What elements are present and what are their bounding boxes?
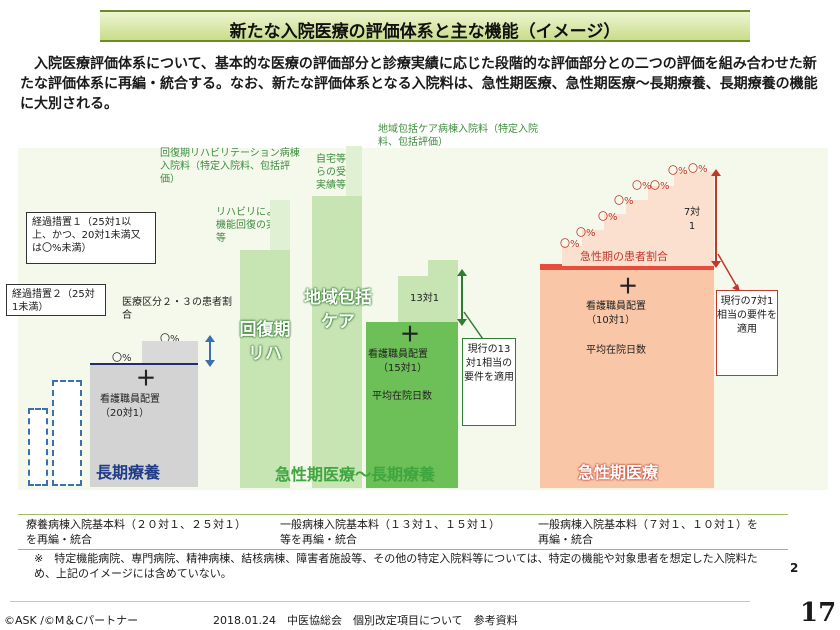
requirement-13-box: 現行の13対1相当の要件を適用 bbox=[462, 338, 516, 426]
footer-col-acute: 一般病棟入院基本料（７対１、１０対１）を再編・統合 bbox=[538, 518, 758, 546]
home-admission-note: 自宅等からの受入実績等 bbox=[316, 154, 356, 191]
acute-staffing-ratio: （10対1） bbox=[586, 315, 636, 326]
bottom-divider bbox=[10, 601, 750, 602]
footer-col-middle: 一般病棟入院基本料（１３対１、１５対１）等を再編・統合 bbox=[280, 518, 500, 546]
rehab-recovery-note: リハビリによる機能回復の実績等 bbox=[216, 207, 286, 244]
acute-pct-6: 〇% bbox=[650, 181, 670, 192]
middle-avg-stay-label: 平均在院日数 bbox=[372, 391, 432, 402]
middle-plus: ＋ bbox=[400, 322, 420, 346]
chiiki-big-label-1: 地域包括 bbox=[304, 288, 372, 308]
pct-top-label: 〇% bbox=[160, 334, 180, 345]
chiiki-column bbox=[312, 196, 362, 488]
ward13-main-block bbox=[366, 322, 458, 488]
longterm-plus: ＋ bbox=[136, 366, 156, 390]
footer-col-longterm: 療養病棟入院基本料（２０対１、２５対１）を再編・統合 bbox=[26, 518, 246, 546]
acute-category-label: 急性期医療 bbox=[578, 463, 659, 482]
ward13-step-top bbox=[428, 260, 458, 278]
footnote: ※ 特定機能病院、専門病院、精神病棟、結核病棟、障害者施設等、その他の特定入院料… bbox=[34, 552, 758, 580]
transition-measure-2-box: 経過措置２（25対1未満） bbox=[6, 284, 106, 316]
acute-pct-4: 〇% bbox=[614, 196, 634, 207]
requirement-7-box: 現行の7対1相当の要件を適用 bbox=[716, 290, 778, 376]
longterm-category-label: 長期療養 bbox=[96, 463, 161, 482]
intro-text: 入院医療評価体系について、基本的な医療の評価部分と診療実績に応じた段階的な評価部… bbox=[20, 56, 818, 112]
acute-pct-7: 〇% bbox=[668, 166, 688, 177]
acute-pct-2: 〇% bbox=[576, 228, 596, 239]
requirement-7-text: 現行の7対1相当の要件を適用 bbox=[717, 296, 777, 335]
acute-step-2 bbox=[582, 230, 714, 248]
measure-2-column bbox=[28, 408, 48, 486]
copyright-credit: ©ASK /©M＆Cパートナー bbox=[4, 614, 139, 627]
source-citation: 2018.01.24 中医協総会 個別改定項目について 参考資料 bbox=[213, 614, 518, 627]
page-title: 新たな入院医療の評価体系と主な機能（イメージ） bbox=[229, 22, 621, 42]
transition-measure-1-text: 経過措置１（25対1以上、かつ、20対1未満又は〇%未満） bbox=[32, 217, 141, 254]
acute-staffing-label: 看護職員配置 bbox=[586, 301, 646, 312]
kaifuku-rehab-note: 回復期リハビリテーション病棟入院料（特定入院料、包括評価） bbox=[160, 148, 300, 185]
ratio-7-label: 7対1 bbox=[683, 207, 701, 232]
title-bar: 新たな入院医療の評価体系と主な機能（イメージ） bbox=[100, 10, 750, 42]
acute-pct-8: 〇% bbox=[688, 164, 708, 175]
acute-pct-1: 〇% bbox=[560, 239, 580, 250]
kaifuku-big-label-2: リハ bbox=[248, 344, 282, 364]
acute-patient-ratio-label: 急性期の患者割合 bbox=[580, 250, 668, 263]
chiiki-big-label-2: ケア bbox=[321, 312, 355, 332]
acute-step-1 bbox=[562, 246, 714, 266]
kaifuku-step-top bbox=[270, 200, 290, 252]
chiiki-big-label: 地域包括 ケア bbox=[292, 286, 384, 334]
patient-ratio-label: 医療区分２・３の患者割合 bbox=[122, 297, 232, 321]
acute-pct-3: 〇% bbox=[598, 212, 618, 223]
middle-category-label: 急性期医療～長期療養 bbox=[274, 465, 435, 484]
acute-step-4 bbox=[626, 200, 714, 216]
footer-row: 療養病棟入院基本料（２０対１、２５対１）を再編・統合 一般病棟入院基本料（１３対… bbox=[18, 514, 788, 550]
transition-measure-2-text: 経過措置２（25対1未満） bbox=[12, 289, 95, 313]
acute-pct-5: 〇% bbox=[632, 181, 652, 192]
middle-staffing-label: 看護職員配置 bbox=[368, 349, 428, 360]
chiiki-step-top bbox=[346, 146, 362, 198]
middle-staffing-ratio: （15対1） bbox=[378, 363, 428, 374]
acute-range-arrow bbox=[711, 169, 741, 293]
longterm-top-block bbox=[142, 341, 198, 363]
kaifuku-big-label: 回復期 リハ bbox=[232, 318, 298, 366]
slide-number-small: 2 bbox=[790, 561, 799, 575]
acute-step-3 bbox=[604, 214, 714, 232]
ratio-13-label: 13対1 bbox=[410, 293, 440, 304]
acute-avg-stay-label: 平均在院日数 bbox=[586, 345, 646, 356]
acute-step-6 bbox=[674, 172, 714, 188]
longterm-staffing-ratio: （20対1） bbox=[100, 408, 150, 419]
acute-red-band bbox=[540, 264, 714, 270]
chiiki-care-note: 地域包括ケア病棟入院料（特定入院料、包括評価） bbox=[378, 124, 538, 148]
longterm-staffing-label: 看護職員配置 bbox=[100, 394, 160, 405]
acute-main-block bbox=[540, 268, 714, 488]
intro-paragraph: 入院医療評価体系について、基本的な医療の評価部分と診療実績に応じた段階的な評価部… bbox=[20, 54, 825, 114]
transition-measure-1-box: 経過措置１（25対1以上、かつ、20対1未満又は〇%未満） bbox=[26, 212, 156, 264]
kaifuku-column bbox=[240, 250, 290, 488]
requirement-13-text: 現行の13対1相当の要件を適用 bbox=[464, 344, 514, 383]
acute-step-5 bbox=[648, 186, 714, 202]
page-number: 17 bbox=[800, 598, 837, 628]
measure-1-column bbox=[52, 380, 82, 486]
ward13-upper-block bbox=[398, 276, 458, 324]
longterm-main-block bbox=[90, 363, 198, 487]
kaifuku-big-label-1: 回復期 bbox=[239, 320, 291, 340]
pct-mid-label: 〇% bbox=[112, 353, 132, 364]
longterm-range-arrow bbox=[205, 335, 215, 367]
acute-plus: ＋ bbox=[618, 274, 638, 298]
